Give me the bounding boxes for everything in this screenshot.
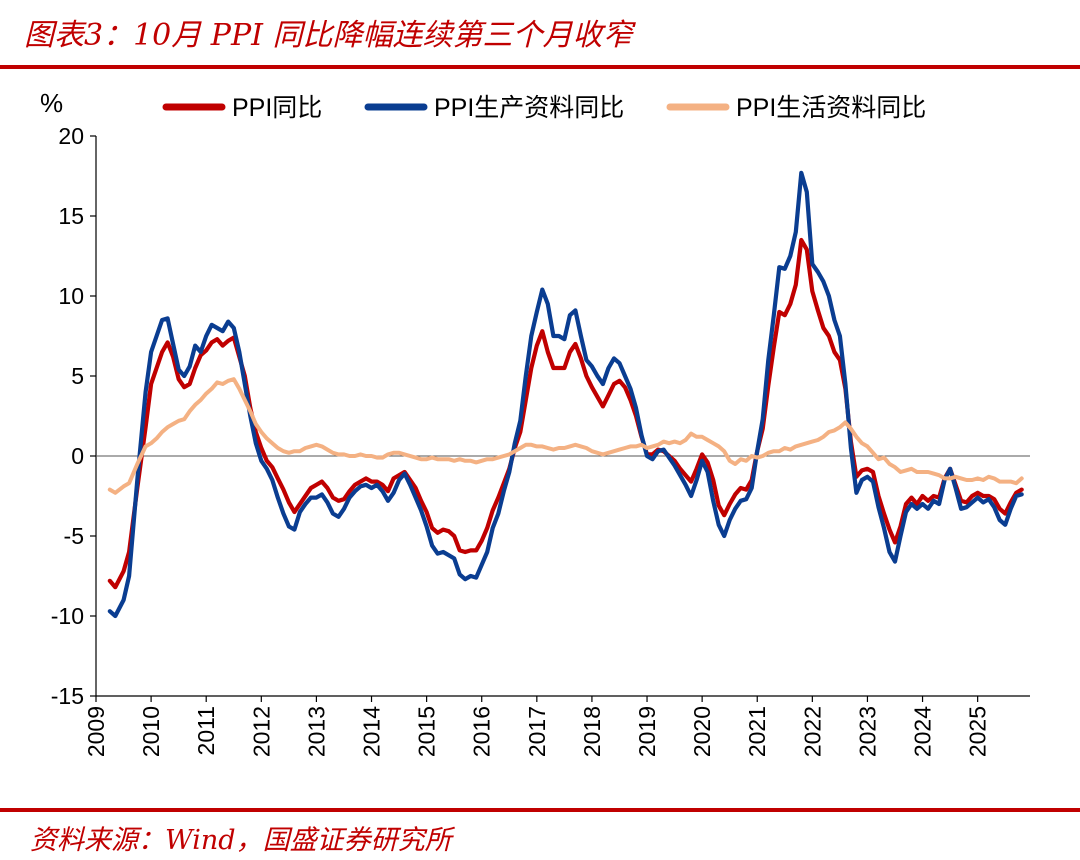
y-tick-label: 10 [58, 283, 84, 309]
x-tick-label: 2022 [799, 706, 825, 757]
x-tick-label: 2024 [910, 706, 936, 757]
top-divider [0, 65, 1080, 69]
x-tick-label: 2012 [248, 706, 274, 757]
y-tick-label: 5 [71, 363, 84, 389]
series-line-2 [107, 170, 1024, 619]
series-layer [107, 170, 1024, 619]
legend: PPI同比 PPI生产资料同比 PPI生活资料同比 [162, 94, 926, 122]
y-axis-unit-label: % [40, 88, 63, 118]
x-tick-label: 2010 [138, 706, 164, 757]
legend-label-2: PPI生产资料同比 [434, 94, 624, 122]
x-tick-label: 2025 [965, 706, 991, 757]
y-tick-label: -10 [51, 603, 84, 629]
x-tick-label: 2009 [83, 706, 109, 757]
x-tick-label: 2023 [854, 706, 880, 757]
line-chart: % PPI同比 PPI生产资料同比 PPI生活资料同比 20151050-5-10-… [40, 88, 1030, 757]
y-tick-label: 0 [71, 443, 84, 469]
y-tick-label: -5 [64, 523, 84, 549]
x-tick-label: 2017 [524, 706, 550, 757]
x-tick-label: 2020 [689, 706, 715, 757]
x-tick-label: 2015 [414, 706, 440, 757]
series-line-1 [107, 237, 1024, 590]
x-tick-label: 2014 [359, 706, 385, 757]
figure-title: 图表3：10月 PPI 同比降幅连续第三个月收窄 [24, 18, 633, 53]
bottom-divider [0, 808, 1080, 812]
y-tick-label: 20 [58, 123, 84, 149]
x-tick-label: 2019 [634, 706, 660, 757]
x-tick-label: 2011 [193, 706, 219, 755]
x-tick-label: 2013 [303, 706, 329, 757]
x-tick-label: 2016 [469, 706, 495, 757]
x-tick-label: 2021 [744, 706, 770, 757]
series-line-3 [107, 377, 1024, 495]
legend-label-1: PPI同比 [232, 94, 322, 122]
y-tick-label: -15 [51, 683, 84, 709]
x-tick-label: 2018 [579, 706, 605, 757]
source-note: 资料来源：Wind，国盛证券研究所 [30, 825, 452, 856]
y-tick-label: 15 [58, 203, 84, 229]
legend-label-3: PPI生活资料同比 [736, 94, 926, 122]
